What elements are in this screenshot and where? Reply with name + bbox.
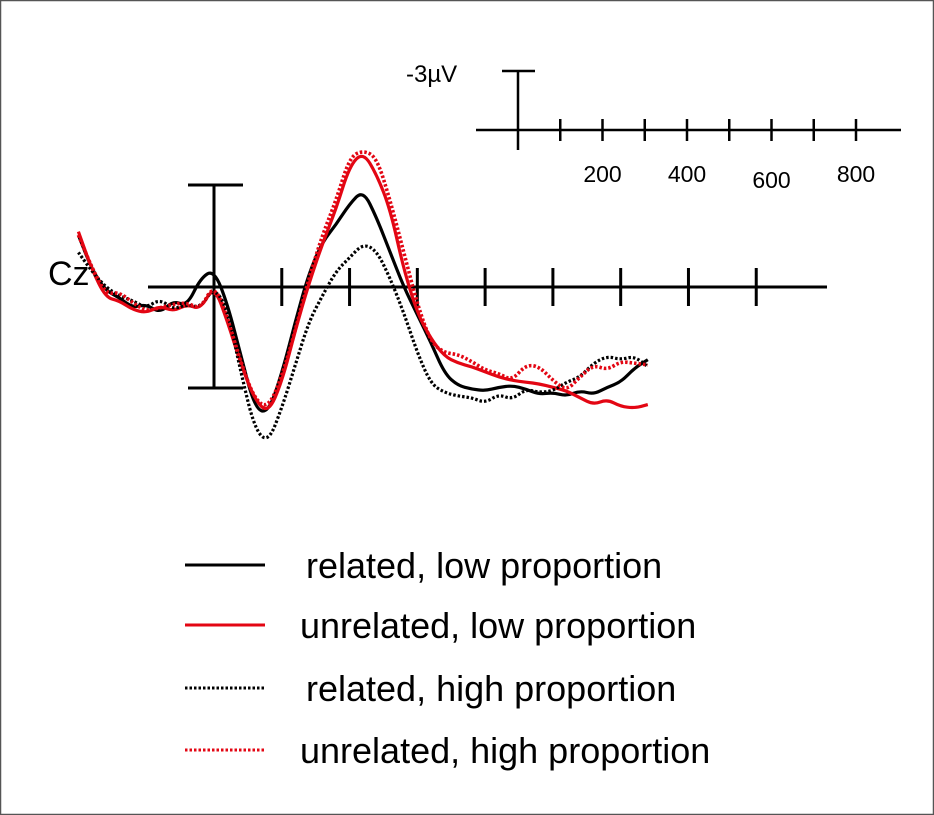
legend-entry: unrelated, high proportion	[185, 730, 710, 771]
legend: related, low proportion unrelated, low p…	[185, 545, 710, 771]
waveform-related-high	[77, 244, 649, 440]
scale-amplitude-label: -3µV	[406, 61, 457, 88]
waveform-unrelated-high	[76, 150, 649, 407]
scale-bar: -3µV 200 400 600 800	[406, 61, 901, 193]
legend-entry: unrelated, low proportion	[185, 605, 696, 646]
legend-label: related, high proportion	[306, 668, 676, 709]
scale-tick-label: 400	[668, 161, 706, 187]
main-axes: Cz	[48, 183, 827, 390]
legend-entry: related, high proportion	[185, 668, 676, 709]
electrode-label: Cz	[48, 255, 90, 293]
scale-ticks: 200 400 600 800	[559, 119, 875, 193]
legend-label: related, low proportion	[306, 545, 662, 586]
scale-tick-label: 600	[752, 167, 790, 193]
main-ticks	[280, 268, 758, 306]
legend-label: unrelated, high proportion	[300, 730, 710, 771]
scale-tick-label: 200	[583, 161, 621, 187]
scale-tick-label: 800	[837, 161, 875, 187]
legend-entry: related, low proportion	[185, 545, 662, 586]
legend-label: unrelated, low proportion	[300, 605, 696, 646]
waveforms	[76, 150, 649, 440]
waveform-unrelated-low	[76, 154, 649, 411]
